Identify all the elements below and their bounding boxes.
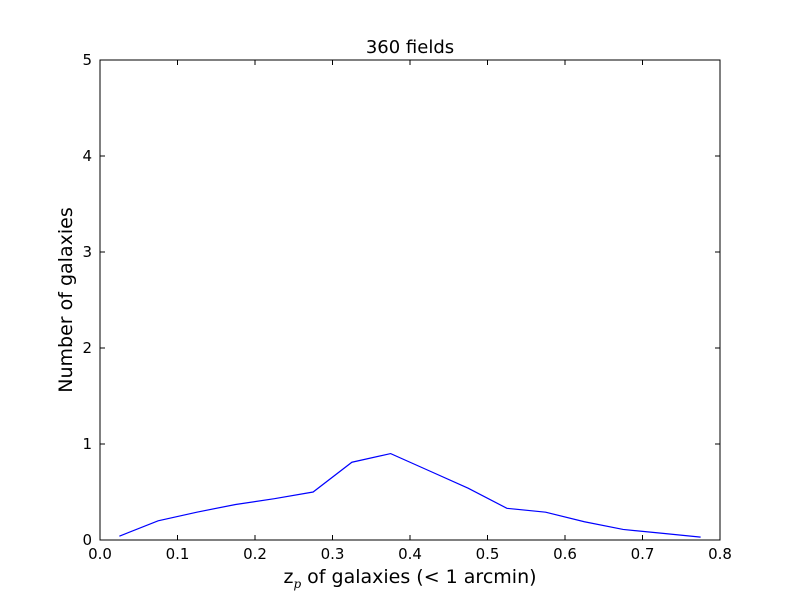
y-tick-label: 1 xyxy=(82,435,92,453)
x-axis-title-rest: of galaxies (< 1 arcmin) xyxy=(301,566,536,588)
x-tick-label: 0.4 xyxy=(398,545,422,563)
x-axis-title: zp of galaxies (< 1 arcmin) xyxy=(283,566,536,591)
x-tick-label: 0.6 xyxy=(553,545,577,563)
x-tick-label: 0.2 xyxy=(243,545,267,563)
x-tick-label: 0.7 xyxy=(631,545,655,563)
plot-frame xyxy=(99,59,721,541)
x-tick-label: 0.8 xyxy=(708,545,732,563)
x-tick-label: 0.3 xyxy=(321,545,345,563)
x-axis-title-subscript: p xyxy=(293,577,301,591)
y-tick-label: 2 xyxy=(82,339,92,357)
chart-title: 360 fields xyxy=(366,37,454,58)
y-tick-label: 4 xyxy=(82,147,92,165)
ticks-layer: 0.0 0.1 0.2 0.3 0.4 0.5 0.6 0.7 0.8 0 1 2 3 4 5 xyxy=(82,51,731,563)
x-tick-label: 0.0 xyxy=(88,545,112,563)
x-axis-title-main: z xyxy=(283,566,293,588)
series-line-0 xyxy=(119,452,701,538)
x-tick-label: 0.1 xyxy=(166,545,190,563)
plot-layer xyxy=(119,452,701,538)
x-tick-label: 0.5 xyxy=(476,545,500,563)
y-tick-label: 5 xyxy=(82,51,92,69)
y-axis-title: Number of galaxies xyxy=(55,207,77,392)
y-tick-label: 3 xyxy=(82,243,92,261)
y-tick-label: 0 xyxy=(82,531,92,549)
